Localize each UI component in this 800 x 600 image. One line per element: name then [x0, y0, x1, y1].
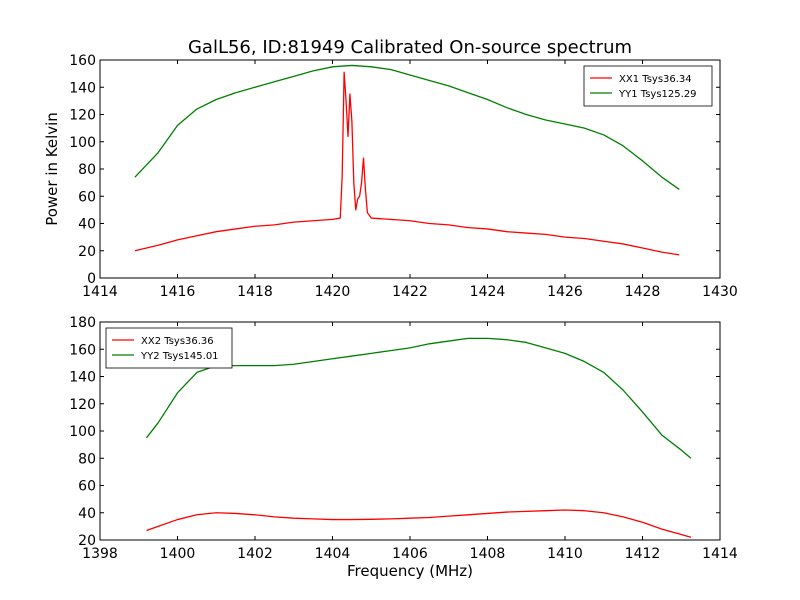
- y-tick-label: 20: [78, 244, 96, 260]
- x-tick-label: 1414: [702, 546, 738, 562]
- x-tick-label: 1420: [315, 284, 351, 300]
- legend-entry-1: XX2 Tsys36.36: [141, 336, 214, 347]
- x-tick-label: 1416: [160, 284, 196, 300]
- series-line-1-1: [134, 71, 680, 256]
- x-tick-label: 1430: [702, 284, 738, 300]
- x-tick-label: 1426: [547, 284, 583, 300]
- x-tick-label: 1428: [625, 284, 661, 300]
- y-tick-label: 60: [78, 479, 96, 495]
- x-tick-label: 1412: [625, 546, 661, 562]
- x-tick-label: 1402: [237, 546, 273, 562]
- legend-box: [583, 65, 713, 107]
- x-tick-label: 1418: [237, 284, 273, 300]
- x-tick-label: 1422: [392, 284, 428, 300]
- y-tick-label: 40: [78, 506, 96, 522]
- top-spectrum-plot: 1414 1416 1418 1420 1422 1424 1426 1428 1430 0 20 4…: [69, 53, 738, 300]
- x-tick-label: 1410: [547, 546, 583, 562]
- y-tick-label: 160: [69, 342, 96, 358]
- x-tick-label: 1398: [82, 546, 118, 562]
- x-tick-label: 1404: [315, 546, 351, 562]
- y-tick-label: 120: [69, 397, 96, 413]
- y-tick-label: 180: [69, 315, 96, 331]
- y-tick-label: 0: [87, 271, 96, 287]
- legend-entry-1: XX1 Tsys36.34: [619, 74, 692, 85]
- x-axis-label: Frequency (MHz): [347, 562, 473, 580]
- x-tick-label: 1400: [160, 546, 196, 562]
- y-tick-label: 80: [78, 451, 96, 467]
- legend-box: [105, 327, 233, 369]
- y-tick-label: 60: [78, 189, 96, 205]
- legend-entry-2: YY2 Tsys145.01: [140, 351, 219, 362]
- y-tick-label: 140: [69, 370, 96, 386]
- bottom-spectrum-plot: 1398 1400 1402 1404 1406 1408 1410 1412 1414 20 40…: [69, 315, 738, 562]
- y-tick-label: 140: [69, 80, 96, 96]
- x-tick-label: 1406: [392, 546, 428, 562]
- y-tick-label: 160: [69, 53, 96, 69]
- figure-title: GalL56, ID:81949 Calibrated On-source sp…: [188, 37, 632, 58]
- legend-entry-2: YY1 Tsys125.29: [618, 89, 697, 100]
- y-tick-label: 80: [78, 162, 96, 178]
- y-tick-label: 100: [69, 135, 96, 151]
- x-tick-label: 1424: [470, 284, 506, 300]
- y-axis-label: Power in Kelvin: [43, 112, 61, 226]
- x-tick-label: 1414: [82, 284, 118, 300]
- series-line-2-1: [146, 509, 692, 538]
- y-tick-label: 40: [78, 217, 96, 233]
- y-tick-label: 120: [69, 108, 96, 124]
- series-line-1-2: [134, 64, 680, 190]
- legend: XX2 Tsys36.36 YY2 Tsys145.01: [105, 327, 233, 369]
- x-tick-label: 1408: [470, 546, 506, 562]
- y-tick-label: 100: [69, 424, 96, 440]
- legend: XX1 Tsys36.34 YY1 Tsys125.29: [583, 65, 713, 107]
- y-tick-label: 20: [78, 533, 96, 549]
